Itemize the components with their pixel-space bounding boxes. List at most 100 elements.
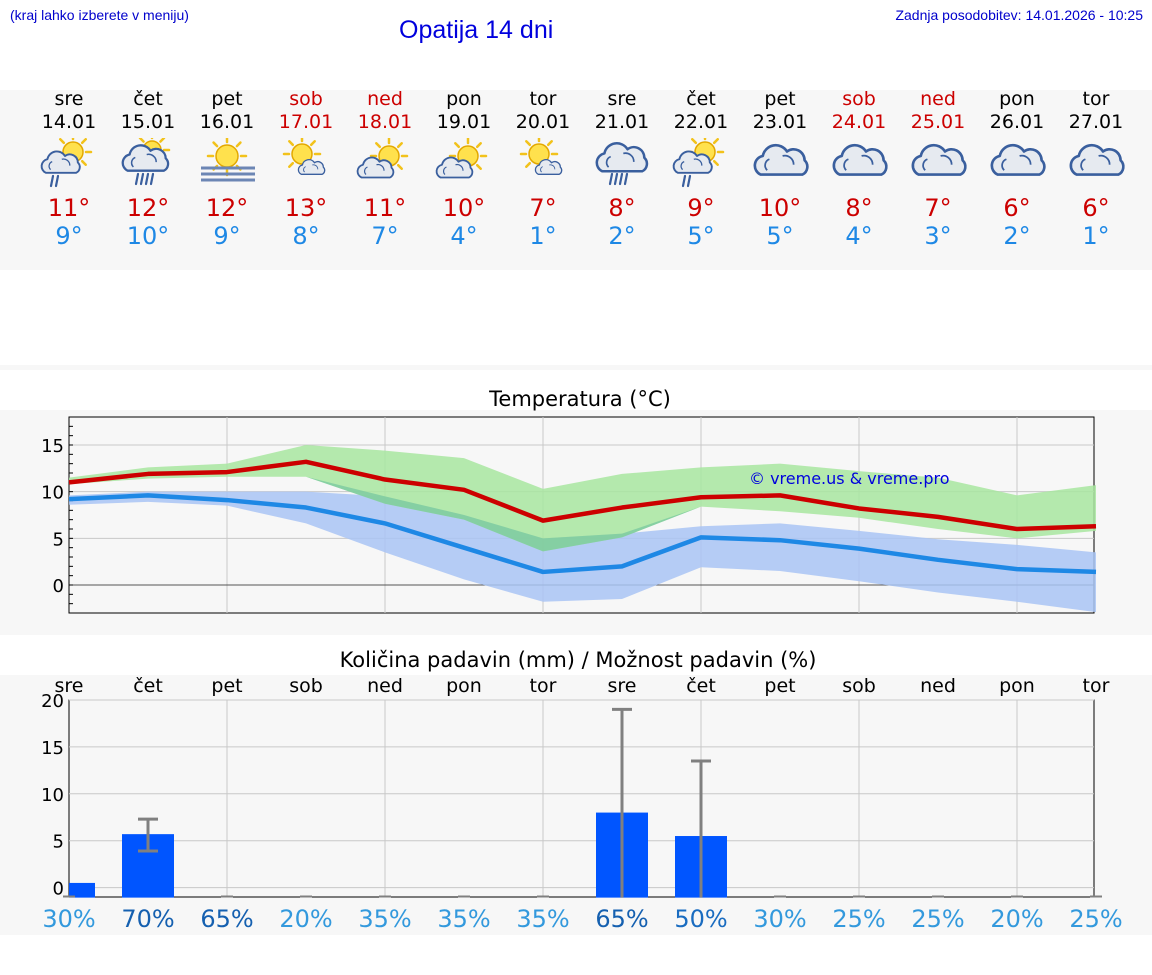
day-date: 15.01 bbox=[120, 111, 176, 133]
min-temp-band bbox=[69, 491, 1096, 613]
max-temp: 11° bbox=[47, 194, 91, 222]
cloud-heavy-rain-icon bbox=[595, 142, 649, 186]
forecast-day: čet 15.01 12° 10° bbox=[108, 88, 188, 250]
day-name: čet bbox=[133, 88, 163, 110]
min-temp: 4° bbox=[450, 222, 478, 250]
cloud-shape bbox=[990, 143, 1046, 176]
day-date: 14.01 bbox=[41, 111, 97, 133]
max-temp: 7° bbox=[924, 194, 952, 222]
cloud-icon bbox=[832, 143, 888, 176]
max-temp: 9° bbox=[687, 194, 715, 222]
plot-area bbox=[68, 699, 1095, 898]
y-tick-label: 5 bbox=[53, 832, 64, 853]
cloud-shape bbox=[435, 156, 474, 179]
x-tick-label: ned bbox=[920, 675, 956, 697]
rain-drops bbox=[681, 174, 692, 188]
day-date: 18.01 bbox=[357, 111, 413, 133]
x-tick-label: sre bbox=[608, 675, 637, 697]
forecast-day: tor 27.01 6° 1° bbox=[1056, 88, 1136, 250]
max-temp: 12° bbox=[126, 194, 170, 222]
sun-cloud-heavy-rain-icon bbox=[121, 138, 171, 186]
precip-probability: 65% bbox=[595, 905, 648, 933]
day-date: 16.01 bbox=[199, 111, 255, 133]
x-tick-label: pet bbox=[764, 675, 795, 697]
min-temp: 10° bbox=[126, 222, 170, 250]
min-temp: 8° bbox=[292, 222, 320, 250]
sun-shape bbox=[519, 138, 559, 174]
location-menu-hint[interactable]: (kraj lahko izberete v meniju) bbox=[10, 7, 189, 23]
day-name: ned bbox=[367, 88, 403, 110]
max-temp: 7° bbox=[529, 194, 557, 222]
forecast-day: čet 22.01 9° 5° bbox=[661, 88, 741, 250]
day-date: 25.01 bbox=[910, 111, 966, 133]
max-temp: 6° bbox=[1082, 194, 1110, 222]
precip-probability: 20% bbox=[279, 905, 332, 933]
cloud-icon bbox=[911, 143, 967, 176]
max-temp-line bbox=[68, 459, 1097, 532]
min-temp: 5° bbox=[687, 222, 715, 250]
day-name: pon bbox=[999, 88, 1035, 110]
x-tick-label: pon bbox=[446, 675, 482, 697]
precip-bar bbox=[69, 882, 95, 898]
precip-probability: 65% bbox=[200, 905, 253, 933]
forecast-day: sob 17.01 13° 8° bbox=[266, 88, 346, 250]
min-temp: 2° bbox=[608, 222, 636, 250]
cloud-icon bbox=[753, 143, 809, 176]
cloud-shape bbox=[297, 158, 326, 175]
y-tick-label: 20 bbox=[41, 691, 64, 712]
cloud-shape bbox=[40, 150, 81, 174]
day-date: 22.01 bbox=[673, 111, 729, 133]
forecast-day: sre 14.01 11° 9° bbox=[29, 88, 109, 250]
rain-drops bbox=[134, 172, 155, 186]
cloud-icon bbox=[1069, 143, 1125, 176]
precip-probability: 25% bbox=[1069, 905, 1122, 933]
sun-cloud-rain-icon bbox=[672, 138, 725, 188]
day-name: pon bbox=[446, 88, 482, 110]
day-name: ned bbox=[920, 88, 956, 110]
precip-probability: 30% bbox=[42, 905, 95, 933]
precip-probability: 70% bbox=[121, 905, 174, 933]
day-name: sob bbox=[289, 88, 323, 110]
rain-drops bbox=[608, 172, 629, 186]
day-name: sre bbox=[54, 88, 84, 110]
sun-cloud-icon bbox=[435, 138, 488, 179]
day-date: 17.01 bbox=[278, 111, 334, 133]
day-date: 24.01 bbox=[831, 111, 887, 133]
sun-shape bbox=[53, 138, 93, 172]
forecast-day: pon 26.01 6° 2° bbox=[977, 88, 1057, 250]
min-temp: 3° bbox=[924, 222, 952, 250]
max-temp: 10° bbox=[758, 194, 802, 222]
day-name: tor bbox=[1082, 88, 1110, 110]
min-temp: 7° bbox=[371, 222, 399, 250]
max-temp: 11° bbox=[363, 194, 407, 222]
forecast-day: tor 20.01 7° 1° bbox=[503, 88, 583, 250]
precip-probability: 30% bbox=[753, 905, 806, 933]
max-temp-band bbox=[69, 445, 1096, 552]
sun-cloud-rain-icon bbox=[40, 138, 93, 188]
overlap-band bbox=[69, 476, 1096, 552]
min-temp: 9° bbox=[55, 222, 83, 250]
day-name: sre bbox=[607, 88, 637, 110]
precip-probability: 35% bbox=[358, 905, 411, 933]
x-tick-label: sob bbox=[289, 675, 323, 697]
min-temp: 5° bbox=[766, 222, 794, 250]
cloud-icon bbox=[990, 143, 1046, 176]
day-name: sob bbox=[842, 88, 876, 110]
divider bbox=[0, 365, 1152, 370]
sun-fog-icon bbox=[201, 138, 255, 182]
cloud-shape bbox=[672, 150, 713, 174]
day-name: čet bbox=[686, 88, 716, 110]
forecast-day: pon 19.01 10° 4° bbox=[424, 88, 504, 250]
day-name: pet bbox=[764, 88, 796, 110]
temperature-chart-title: Temperatura (°C) bbox=[489, 387, 671, 411]
day-date: 19.01 bbox=[436, 111, 492, 133]
day-date: 26.01 bbox=[989, 111, 1045, 133]
y-tick-label: 5 bbox=[53, 529, 64, 550]
precip-probability: 35% bbox=[437, 905, 490, 933]
day-date: 27.01 bbox=[1068, 111, 1124, 133]
min-temp: 9° bbox=[213, 222, 241, 250]
x-tick-label: sob bbox=[842, 675, 876, 697]
cloud-shape bbox=[121, 144, 170, 172]
precip-probability: 25% bbox=[832, 905, 885, 933]
